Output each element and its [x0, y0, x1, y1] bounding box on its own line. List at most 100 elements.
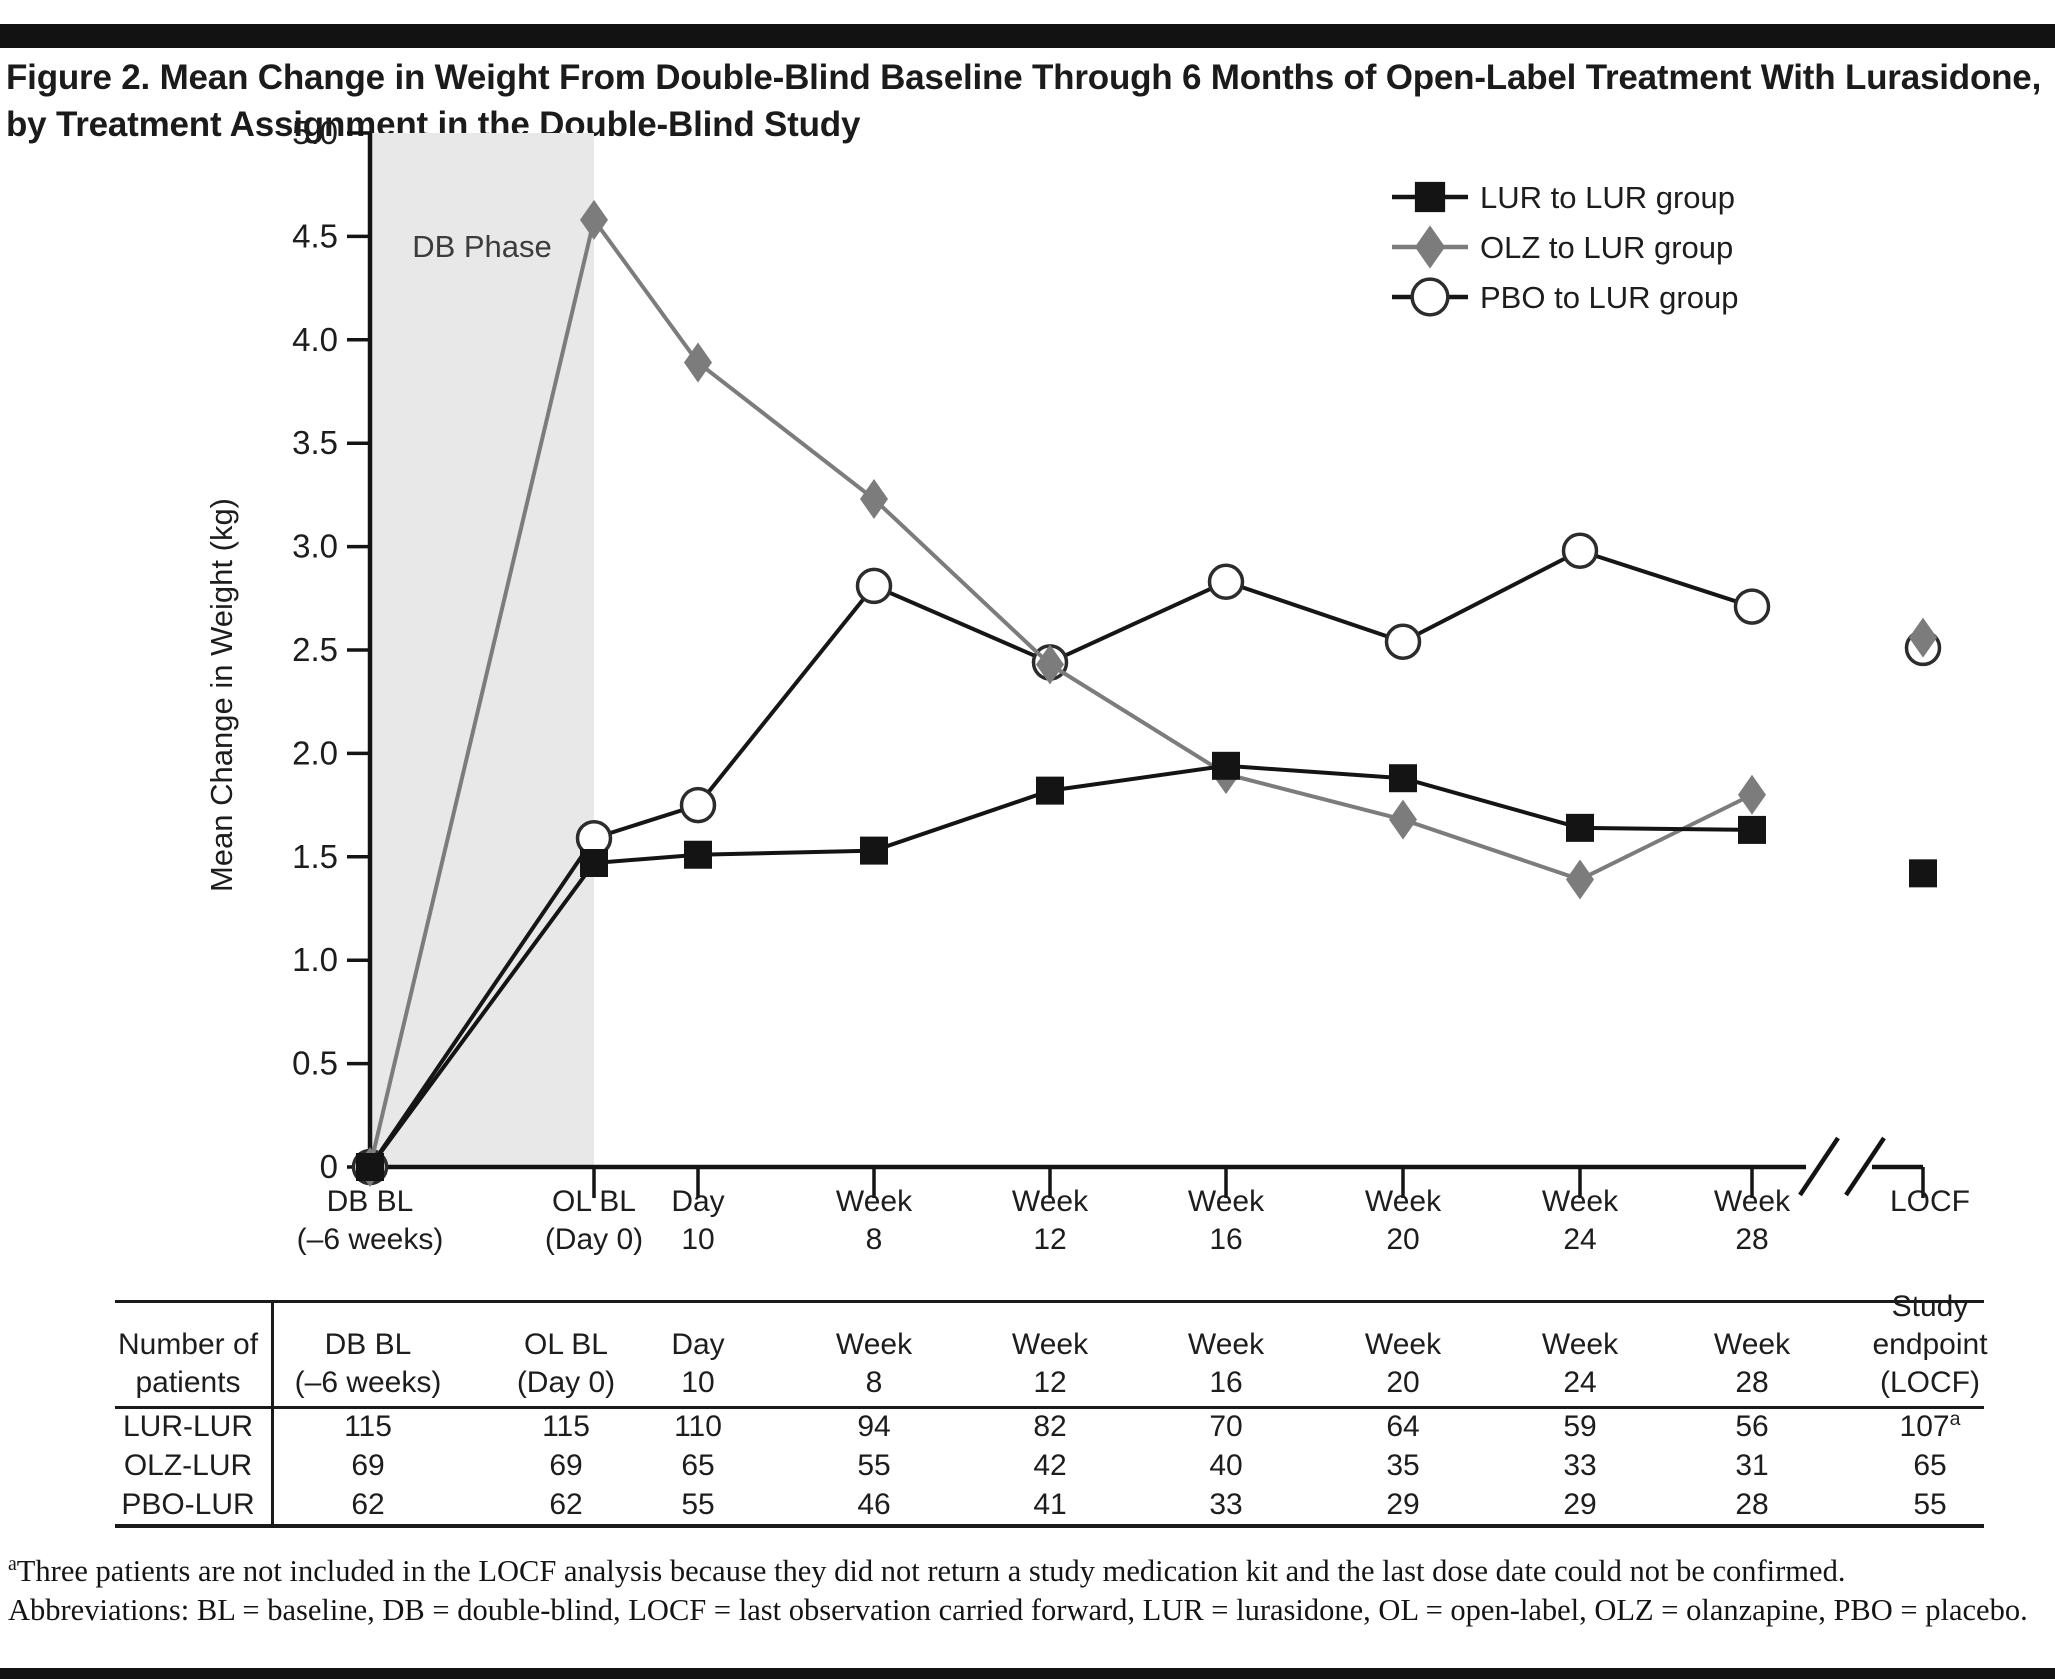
table-col-header: Week 16 [1187, 1328, 1265, 1399]
x-tick-label: Week [1542, 1185, 1619, 1218]
table-cell: 65 [1913, 1449, 1947, 1482]
diamond-marker [1389, 799, 1417, 840]
x-axis: DB BL (–6 weeks) OL BL (Day 0) Day 10 Week 8 Wee… [297, 1136, 1970, 1256]
y-tick-label: 0 [320, 1148, 338, 1185]
table-bottom-rule [115, 1524, 1984, 1528]
table-cell: 59 [1563, 1410, 1597, 1443]
x-tick-label: DB BL [327, 1185, 414, 1218]
table-cell: 55 [1913, 1488, 1947, 1521]
x-tick-label: 12 [1033, 1223, 1066, 1256]
weight-change-chart: DB Phase 0 0.5 1.0 1.5 2.0 2.5 3.0 3.5 4.0 4.5 5.0 M… [0, 90, 2055, 1300]
table-col-header: Week 24 [1541, 1328, 1619, 1399]
table-cell: 29 [1386, 1488, 1420, 1521]
diamond-marker [1566, 859, 1594, 900]
table-col-header: Day 10 [671, 1328, 725, 1399]
table-cell: 69 [351, 1449, 385, 1482]
legend: LUR to LUR group OLZ to LUR group PBO to L… [1392, 180, 1738, 317]
circle-marker [1733, 588, 1771, 625]
legend-label: LUR to LUR group [1480, 180, 1735, 215]
table-cell: 65 [681, 1449, 715, 1482]
square-marker [1389, 764, 1417, 793]
y-tick-label: 0.5 [292, 1045, 338, 1082]
table-cell: 35 [1386, 1449, 1420, 1482]
footnotes: aThree patients are not included in the … [8, 1552, 2050, 1630]
x-tick-label: Week [1365, 1185, 1442, 1218]
footnote-a: aThree patients are not included in the … [8, 1552, 2050, 1591]
x-tick-label: 28 [1735, 1223, 1768, 1256]
legend-label: OLZ to LUR group [1480, 230, 1733, 265]
axis-break-slash [1798, 1136, 1840, 1197]
top-rule [0, 24, 2055, 48]
table-cell: 56 [1735, 1410, 1769, 1443]
y-axis: 0 0.5 1.0 1.5 2.0 2.5 3.0 3.5 4.0 4.5 5.0 Mean Chan… [204, 114, 373, 1185]
square-marker [1036, 776, 1064, 805]
circle-marker [1561, 532, 1599, 569]
table-header-rule [115, 1406, 1984, 1409]
footnote-text: Three patients are not included in the L… [16, 1554, 1846, 1588]
square-marker [1414, 181, 1446, 213]
table-cell: 42 [1033, 1449, 1067, 1482]
table-cell: 46 [857, 1488, 891, 1521]
axis-break-slash [1844, 1136, 1886, 1197]
table-col-header: DB BL (–6 weeks) [294, 1328, 442, 1399]
table-cell: 29 [1563, 1488, 1597, 1521]
x-tick-label: 20 [1386, 1223, 1419, 1256]
diamond-marker [1414, 225, 1446, 269]
db-phase-region [370, 133, 594, 1167]
table-row-label: PBO-LUR [121, 1488, 255, 1521]
table-col-header: Week 20 [1364, 1328, 1442, 1399]
circle-marker [1207, 563, 1245, 601]
x-tick-label: 10 [681, 1223, 714, 1256]
diamond-marker [860, 479, 888, 520]
table-col-header: Study endpoint (LOCF) [1872, 1290, 1988, 1399]
table-cell: 115 [542, 1410, 590, 1443]
diamond-marker [1036, 644, 1064, 685]
square-marker [356, 1153, 384, 1181]
chart-svg: DB Phase 0 0.5 1.0 1.5 2.0 2.5 3.0 3.5 4.0 4.5 5.0 M… [204, 114, 1970, 1256]
table-corner-header: Number of patients [117, 1328, 259, 1399]
diamond-marker [684, 342, 712, 383]
legend-label: PBO to LUR group [1480, 280, 1738, 315]
y-tick-label: 3.0 [292, 528, 338, 565]
circle-marker [855, 567, 893, 605]
table-col-header: OL BL (Day 0) [516, 1328, 616, 1399]
y-tick-label: 5.0 [292, 114, 338, 151]
x-tick-label: Day [671, 1185, 724, 1218]
table-col-header: Week 12 [1011, 1328, 1089, 1399]
y-tick-label: 3.5 [292, 424, 338, 461]
y-tick-label: 2.0 [292, 734, 338, 771]
square-marker [1566, 813, 1594, 842]
square-marker [1738, 815, 1766, 844]
table-cell: 64 [1386, 1410, 1420, 1443]
y-tick-label: 4.0 [292, 321, 338, 358]
table-cell: 33 [1563, 1449, 1597, 1482]
table-cell: 115 [344, 1410, 392, 1443]
table-cell: 55 [857, 1449, 891, 1482]
table-divider [271, 1302, 274, 1524]
series-lur-to-lur-group [356, 751, 1937, 1181]
circle-marker [1384, 623, 1422, 660]
diamond-marker [1909, 617, 1937, 658]
abbreviations: Abbreviations: BL = baseline, DB = doubl… [8, 1593, 2028, 1627]
table-row-label: OLZ-LUR [123, 1449, 253, 1482]
table-cell: 28 [1735, 1488, 1769, 1521]
y-tick-label: 1.5 [292, 838, 338, 875]
square-marker [860, 836, 888, 865]
square-marker [1212, 751, 1240, 780]
table-cell: 69 [549, 1449, 583, 1482]
table-cell: 55 [681, 1488, 715, 1521]
table-cell: 110 [674, 1410, 722, 1443]
circle-marker [1410, 277, 1450, 317]
y-tick-label: 2.5 [292, 631, 338, 668]
y-tick-label: 1.0 [292, 941, 338, 978]
x-tick-label: Week [836, 1185, 913, 1218]
diamond-marker [580, 199, 608, 240]
square-marker [1909, 859, 1937, 888]
table-col-header: Week 28 [1713, 1328, 1791, 1399]
table-cell: 94 [857, 1410, 891, 1443]
x-tick-label: OL BL [552, 1185, 636, 1218]
table-cell: 82 [1033, 1410, 1067, 1443]
table-cell: 33 [1209, 1488, 1243, 1521]
table-cell: 31 [1735, 1449, 1769, 1482]
